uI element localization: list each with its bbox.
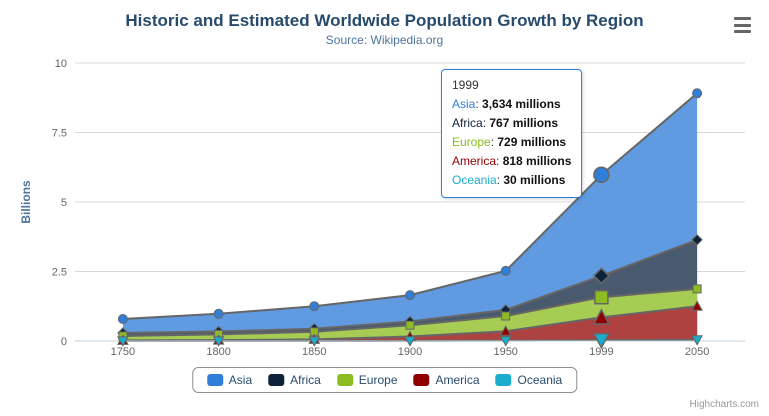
- y-axis-label: 0: [61, 336, 67, 348]
- marker-asia-1900[interactable]: [405, 290, 415, 301]
- tooltip-row-africa: Africa: 767 millions: [452, 116, 559, 130]
- y-axis-title: Billions: [19, 180, 33, 224]
- marker-africa-2050[interactable]: [691, 234, 703, 246]
- marker-europe-1999[interactable]: [594, 289, 609, 305]
- tooltip-row-europe: Europe: 729 millions: [452, 135, 567, 149]
- legend-item-label: Oceania: [517, 373, 563, 387]
- x-axis-label: 1750: [111, 346, 135, 358]
- series-area-america[interactable]: [122, 306, 698, 341]
- legend-item-asia[interactable]: Asia: [206, 373, 253, 387]
- tooltip-row-oceania: Oceania: 30 millions: [452, 173, 566, 187]
- credits-link[interactable]: Highcharts.com: [689, 399, 759, 410]
- legend-swatch-icon: [268, 374, 285, 386]
- legend-item-label: Africa: [290, 373, 321, 387]
- marker-asia-1800[interactable]: [213, 308, 224, 319]
- tooltip: 1999 Asia: 3,634 millions Africa: 767 mill…: [441, 69, 583, 198]
- marker-oceania-1750[interactable]: [117, 336, 129, 347]
- y-axis-label: 5: [61, 197, 67, 209]
- marker-oceania-2050[interactable]: [691, 335, 703, 346]
- marker-oceania-1850[interactable]: [308, 336, 321, 347]
- marker-america-2050[interactable]: [691, 300, 703, 311]
- marker-america-1950[interactable]: [499, 325, 512, 336]
- marker-europe-1950[interactable]: [501, 311, 511, 321]
- legend-item-europe[interactable]: Europe: [336, 373, 398, 387]
- marker-oceania-1800[interactable]: [212, 336, 225, 347]
- marker-asia-1999[interactable]: [593, 166, 610, 184]
- legend-item-oceania[interactable]: Oceania: [495, 373, 563, 387]
- marker-america-1999[interactable]: [592, 308, 611, 325]
- legend-item-label: America: [435, 373, 480, 387]
- y-axis-label: 2.5: [52, 267, 67, 279]
- legend-swatch-icon: [495, 374, 512, 386]
- chart-subtitle: Source: Wikipedia.org: [325, 33, 444, 47]
- legend-swatch-icon: [206, 374, 223, 386]
- x-axis-label: 1800: [206, 346, 230, 358]
- tooltip-row-america: America: 818 millions: [452, 154, 572, 168]
- x-axis-label: 1950: [493, 346, 517, 358]
- hamburger-icon: [734, 23, 751, 27]
- marker-africa-1999[interactable]: [592, 267, 610, 285]
- marker-asia-1850[interactable]: [309, 301, 320, 312]
- legend-item-label: Asia: [228, 373, 253, 387]
- marker-asia-1750[interactable]: [117, 314, 128, 324]
- legend-item-america[interactable]: America: [413, 373, 480, 387]
- legend-item-label: Europe: [358, 373, 398, 387]
- marker-asia-2050[interactable]: [692, 88, 703, 99]
- legend-swatch-icon: [413, 374, 430, 386]
- x-axis-label: 1850: [302, 346, 326, 358]
- series-area-asia[interactable]: [122, 93, 698, 341]
- tooltip-header: 1999: [452, 78, 479, 92]
- legend: Asia Africa Europe America Oceania: [191, 367, 578, 393]
- marker-europe-2050[interactable]: [692, 284, 702, 294]
- tooltip-row-asia: Asia: 3,634 millions: [452, 97, 561, 111]
- x-axis-label: 1999: [589, 346, 613, 358]
- marker-europe-1900[interactable]: [405, 320, 415, 330]
- marker-oceania-1999[interactable]: [592, 332, 611, 350]
- x-axis-label: 2050: [685, 346, 709, 358]
- legend-swatch-icon: [336, 374, 353, 386]
- y-axis-label: 10: [55, 58, 67, 70]
- legend-item-africa[interactable]: Africa: [268, 373, 321, 387]
- export-menu-button[interactable]: [732, 15, 756, 35]
- marker-oceania-1900[interactable]: [404, 336, 416, 347]
- marker-oceania-1950[interactable]: [499, 336, 512, 347]
- x-axis-label: 1900: [398, 346, 422, 358]
- hamburger-icon: [734, 17, 751, 20]
- hamburger-icon: [734, 30, 751, 33]
- chart-title: Historic and Estimated Worldwide Populat…: [125, 11, 644, 30]
- marker-asia-1950[interactable]: [500, 265, 511, 276]
- y-axis-label: 7.5: [52, 128, 67, 140]
